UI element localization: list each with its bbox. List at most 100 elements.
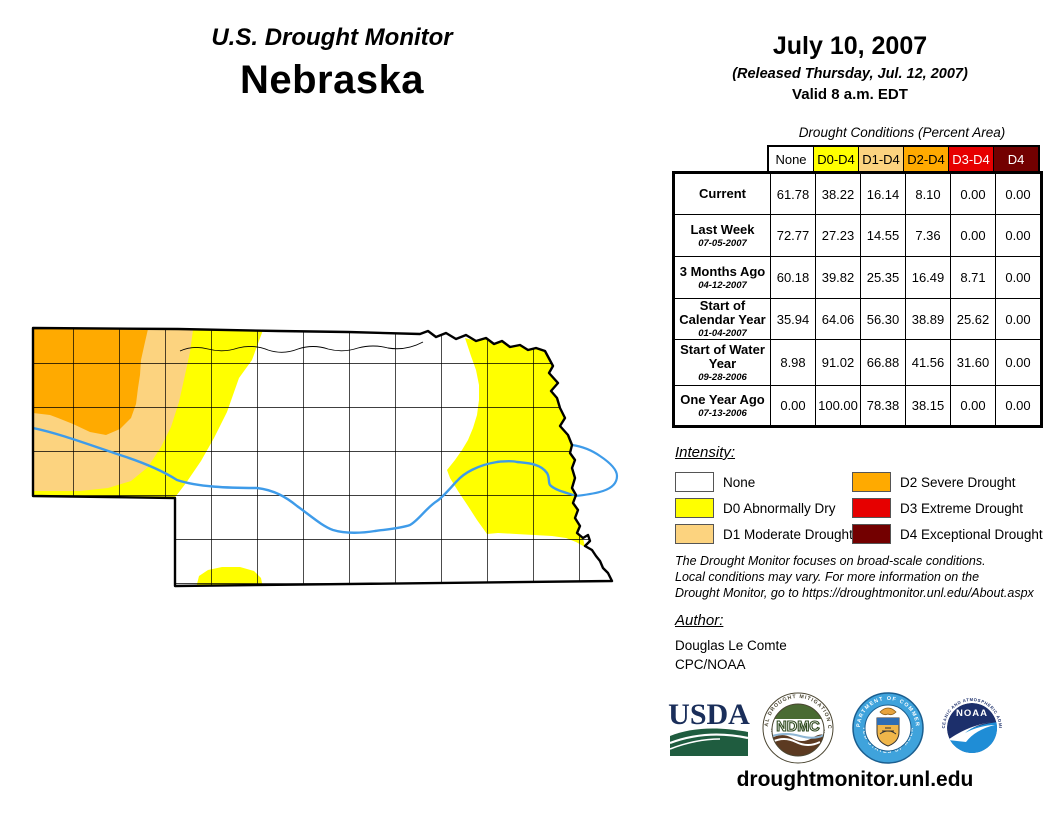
cell-value: 16.49 [905,256,951,299]
table-row: Start of Calendar Year 01-04-2007 35.94 … [673,298,1042,340]
col-header-d3d4: D3-D4 [948,145,994,174]
commerce-seal-logo: DEPARTMENT OF COMMERCE UNITED STATES OF … [850,690,924,764]
cell-value: 16.14 [860,172,906,215]
table-row: Current 61.78 38.22 16.14 8.10 0.00 0.00 [673,172,1042,215]
cell-value: 0.00 [995,298,1042,340]
cell-value: 25.62 [950,298,996,340]
footer-url: droughtmonitor.unl.edu [736,768,974,791]
row-label: Start of Calendar Year [679,298,766,327]
legend-item-d4: D4 Exceptional Drought [852,521,1043,547]
row-label: Current [699,186,746,201]
cell-value: 100.00 [815,385,861,427]
cell-value: 61.78 [770,172,816,215]
swatch-d4 [852,524,891,544]
cell-value: 25.35 [860,256,906,299]
svg-text:USDA: USDA [668,698,750,731]
cell-value: 0.00 [770,385,816,427]
author-heading: Author: [675,612,724,629]
cell-value: 78.38 [860,385,906,427]
swatch-d0 [675,498,714,518]
state-border [31,326,614,588]
svg-text:NDMC: NDMC [776,719,820,735]
row-label: 3 Months Ago [679,263,766,279]
legend-item-d2: D2 Severe Drought [852,469,1043,495]
cell-value: 8.71 [950,256,996,299]
row-date: 07-13-2006 [698,407,747,419]
usda-logo: USDA [668,698,750,756]
col-header-d4: D4 [993,145,1040,174]
platte-river [33,426,575,534]
disclaimer-text: The Drought Monitor focuses on broad-sca… [675,554,1034,600]
cell-value: 56.30 [860,298,906,340]
release-date: (Released Thursday, Jul. 12, 2007) [732,66,968,82]
author-org: CPC/NOAA [675,657,746,672]
cell-value: 91.02 [815,339,861,386]
cell-value: 0.00 [950,385,996,427]
drought-table: Current 61.78 38.22 16.14 8.10 0.00 0.00… [672,171,1043,428]
cell-value: 0.00 [995,214,1042,257]
cell-value: 35.94 [770,298,816,340]
cell-value: 0.00 [995,339,1042,386]
row-label: Last Week [690,221,755,237]
county-grid [33,328,612,586]
row-date: 04-12-2007 [698,279,747,291]
author-block: Author: Douglas Le Comte CPC/NOAA [675,612,787,672]
cell-value: 0.00 [950,214,996,257]
report-title-main: U.S. Drought Monitor [211,24,453,51]
cell-value: 8.98 [770,339,816,386]
cell-value: 64.06 [815,298,861,340]
row-date: 09-28-2006 [698,371,747,383]
cell-value: 39.82 [815,256,861,299]
swatch-d3 [852,498,891,518]
report-title: U.S. Drought Monitor Nebraska [132,24,532,103]
cell-value: 27.23 [815,214,861,257]
niobrara-line [179,341,424,353]
cell-value: 60.18 [770,256,816,299]
legend-item-d1: D1 Moderate Drought [675,521,853,547]
cell-value: 7.36 [905,214,951,257]
drought-table-header: None D0-D4 D1-D4 D2-D4 D3-D4 D4 [767,145,1040,174]
cell-value: 66.88 [860,339,906,386]
swatch-d1 [675,524,714,544]
table-row: 3 Months Ago 04-12-2007 60.18 39.82 25.3… [673,256,1042,299]
cell-value: 0.00 [995,385,1042,427]
cell-value: 14.55 [860,214,906,257]
table-row: Start of Water Year 09-28-2006 8.98 91.0… [673,339,1042,386]
col-header-d1d4: D1-D4 [858,145,904,174]
table-row: One Year Ago 07-13-2006 0.00 100.00 78.3… [673,385,1042,427]
cell-value: 41.56 [905,339,951,386]
cell-value: 72.77 [770,214,816,257]
cell-value: 31.60 [950,339,996,386]
report-title-state: Nebraska [239,58,425,102]
cell-value: 38.22 [815,172,861,215]
cell-value: 0.00 [995,256,1042,299]
svg-text:NOAA: NOAA [956,708,988,719]
col-header-none: None [767,145,814,174]
cell-value: 38.15 [905,385,951,427]
cell-value: 0.00 [995,172,1042,215]
valid-time: Valid 8 a.m. EDT [792,86,908,103]
table-row: Last Week 07-05-2007 72.77 27.23 14.55 7… [673,214,1042,257]
nebraska-drought-map [28,320,668,596]
date-block: July 10, 2007 (Released Thursday, Jul. 1… [680,32,1020,103]
legend-item-d0: D0 Abnormally Dry [675,495,852,521]
legend-item-none: None [675,469,852,495]
col-header-d2d4: D2-D4 [903,145,949,174]
noaa-logo: NATIONAL OCEANIC AND ATMOSPHERIC ADMINIS… [938,694,1005,761]
table-title: Drought Conditions (Percent Area) [798,125,1006,140]
missouri-river [570,443,619,498]
row-date: 01-04-2007 [698,328,747,339]
legend-heading: Intensity: [675,444,736,461]
swatch-none [675,472,714,492]
cell-value: 8.10 [905,172,951,215]
col-header-d0d4: D0-D4 [813,145,859,174]
swatch-d2 [852,472,891,492]
cell-value: 38.89 [905,298,951,340]
agency-logos: USDA NATIONAL DROUGHT MITIGATION CENTER … [666,690,1046,766]
row-label: One Year Ago [680,391,765,407]
cell-value: 0.00 [950,172,996,215]
row-date: 07-05-2007 [698,237,747,249]
intensity-legend: Intensity: None D0 Abnormally Dry D1 Mod… [675,444,1045,547]
ndmc-logo: NATIONAL DROUGHT MITIGATION CENTER UNIVE… [760,690,834,764]
